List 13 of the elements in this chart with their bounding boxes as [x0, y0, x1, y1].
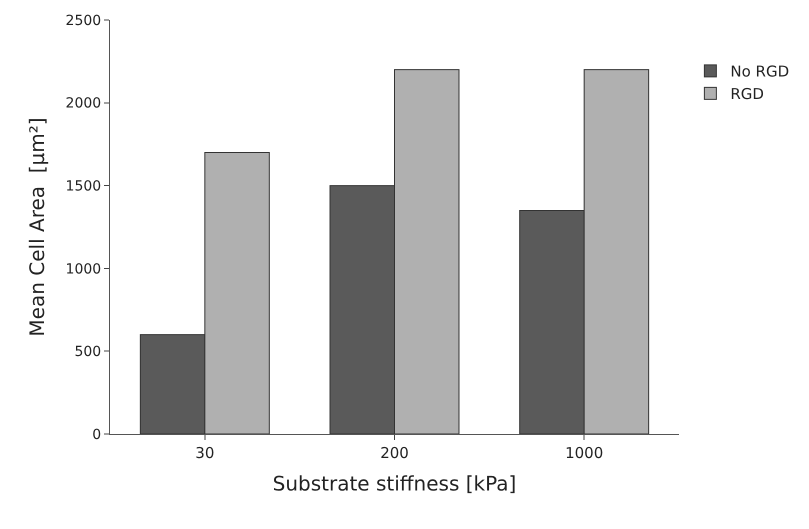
y-tick-label: 2000	[66, 96, 102, 112]
y-tick-label: 1000	[66, 261, 102, 278]
legend-label: No RGD	[730, 62, 790, 81]
y-tick-label: 0	[92, 426, 102, 443]
legend-label: RGD	[730, 85, 764, 104]
x-tick-label: 1000	[565, 444, 604, 462]
y-tick-label: 1500	[66, 178, 102, 194]
y-axis-title: Mean Cell Area [µm²]	[25, 117, 50, 337]
y-tick-label: 2500	[66, 12, 102, 29]
x-tick-label: 200	[380, 444, 409, 462]
x-axis-title: Substrate stiffness [kPa]	[272, 472, 516, 496]
y-tick-label: 500	[74, 344, 102, 360]
x-tick-label: 30	[195, 444, 214, 462]
